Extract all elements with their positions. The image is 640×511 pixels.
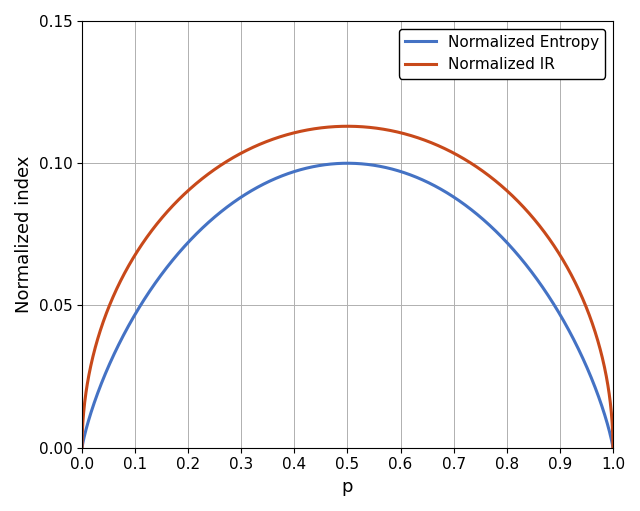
Normalized Entropy — [323, 161, 330, 168]
Normalized Entropy — [609, 445, 617, 451]
Legend: Normalized Entropy, Normalized IR: Normalized Entropy, Normalized IR — [399, 29, 605, 79]
Normalized IR — [497, 182, 504, 188]
Normalized IR — [594, 338, 602, 344]
Normalized IR — [78, 445, 86, 451]
Normalized IR — [344, 123, 351, 129]
Normalized IR — [594, 337, 602, 343]
Normalized Entropy — [594, 391, 602, 398]
Normalized Entropy — [344, 160, 351, 166]
Normalized IR — [609, 445, 617, 451]
Normalized Entropy — [105, 362, 113, 368]
Line: Normalized IR: Normalized IR — [82, 126, 613, 448]
Y-axis label: Normalized index: Normalized index — [15, 156, 33, 313]
Normalized IR — [337, 123, 344, 129]
Normalized IR — [105, 303, 113, 309]
Line: Normalized Entropy: Normalized Entropy — [82, 163, 613, 448]
X-axis label: p: p — [342, 478, 353, 496]
Normalized Entropy — [78, 445, 86, 451]
Normalized IR — [323, 124, 330, 130]
Normalized Entropy — [497, 233, 504, 239]
Normalized Entropy — [337, 160, 344, 167]
Normalized Entropy — [594, 391, 602, 397]
